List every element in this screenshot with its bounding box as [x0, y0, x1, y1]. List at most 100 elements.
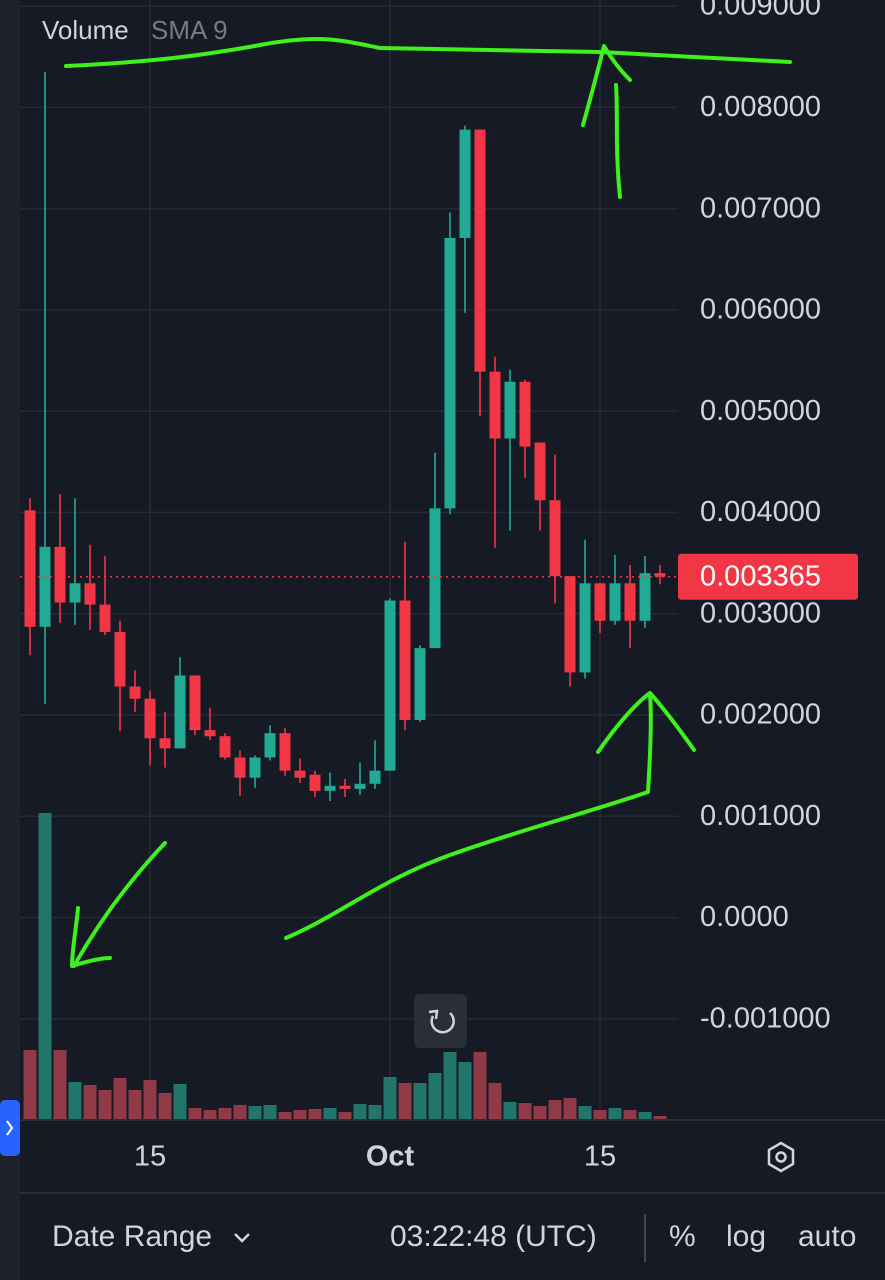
candle-body	[369, 770, 381, 784]
volume-bar	[443, 1052, 457, 1120]
volume-bar	[593, 1110, 607, 1120]
candle-body	[204, 730, 216, 737]
volume-bar	[398, 1083, 412, 1120]
volume-bar	[23, 1050, 37, 1120]
candle-body	[444, 237, 456, 509]
candle-body	[279, 733, 291, 771]
dropdown-chevron[interactable]	[234, 1233, 250, 1243]
candle-body	[624, 583, 636, 621]
candle-body	[639, 573, 651, 621]
candle-body	[504, 381, 516, 439]
volume-bar	[428, 1073, 442, 1120]
volume-bar	[278, 1112, 292, 1120]
volume-bar	[383, 1077, 397, 1120]
volume-bar	[308, 1109, 322, 1120]
auto-toggle[interactable]: auto	[798, 1220, 856, 1253]
volume-bar	[83, 1085, 97, 1120]
candle-body	[399, 600, 411, 720]
current-price-label: 0.003365	[700, 560, 821, 592]
annotation-line	[64, 37, 792, 68]
candle-body	[24, 510, 36, 627]
candle-body	[294, 770, 306, 778]
candle-body	[594, 583, 606, 621]
indicator-setting: SMA 9	[151, 15, 228, 45]
y-tick-label: 0.0000	[700, 901, 789, 933]
side-tab[interactable]	[0, 1100, 20, 1156]
volume-bar	[128, 1090, 142, 1120]
clock: 03:22:48 (UTC)	[390, 1220, 597, 1253]
side-tab-icon	[6, 1120, 14, 1136]
volume-bar	[623, 1110, 637, 1120]
volume-bar	[173, 1084, 187, 1120]
volume-bar	[473, 1052, 487, 1120]
reset-button-bg[interactable]	[414, 994, 467, 1048]
candle-body	[519, 381, 531, 447]
volume-bar	[353, 1104, 367, 1120]
candle-body	[474, 129, 486, 372]
volume-bar	[203, 1110, 217, 1120]
settings-icon-center	[775, 1151, 787, 1163]
x-tick-label: 15	[584, 1141, 616, 1173]
volume-bar	[248, 1106, 262, 1120]
date-range-button[interactable]: Date Range	[52, 1220, 212, 1253]
volume-bar	[368, 1105, 382, 1120]
y-tick-label: 0.002000	[700, 699, 821, 731]
candle-body	[159, 738, 171, 749]
candle-body	[189, 675, 201, 731]
log-toggle[interactable]: log	[726, 1220, 766, 1253]
volume-bar	[488, 1083, 502, 1120]
left-strip	[0, 0, 20, 1280]
volume-bar	[458, 1062, 472, 1120]
volume-bar	[218, 1108, 232, 1120]
percent-toggle[interactable]: %	[669, 1220, 696, 1253]
volume-bar	[158, 1093, 172, 1120]
candle-body	[534, 442, 546, 501]
volume-bar	[323, 1108, 337, 1120]
volume-bar	[533, 1106, 547, 1120]
y-tick-label: 0.004000	[700, 496, 821, 528]
volume-bar	[143, 1080, 157, 1120]
candle-body	[99, 604, 111, 632]
grid	[20, 0, 678, 1120]
candle-body	[84, 583, 96, 605]
candle-body	[39, 546, 51, 627]
annotations	[64, 37, 792, 968]
volume-bar	[413, 1083, 427, 1120]
reset-button[interactable]	[414, 994, 467, 1048]
volume-bar	[548, 1100, 562, 1120]
candle-body	[309, 774, 321, 791]
volume-bar	[293, 1110, 307, 1120]
candle-body	[114, 631, 126, 687]
volume-bar	[578, 1106, 592, 1120]
candle-body	[129, 686, 141, 699]
volume-bar	[563, 1098, 577, 1120]
candle-body	[384, 600, 396, 771]
candle-body	[234, 757, 246, 778]
volume-bar	[233, 1105, 247, 1120]
candle-body	[549, 500, 561, 577]
y-tick-label: 0.007000	[700, 192, 821, 224]
candle-body	[339, 785, 351, 789]
y-tick-label: 0.006000	[700, 294, 821, 326]
candle-body	[654, 573, 666, 577]
volume-bar	[53, 1050, 67, 1120]
volume-bar	[188, 1108, 202, 1120]
volume-bar	[113, 1078, 127, 1120]
candle-body	[264, 733, 276, 758]
y-tick-label: 0.005000	[700, 395, 821, 427]
volume-bar	[98, 1090, 112, 1120]
candle-body	[459, 129, 471, 238]
candle-body	[414, 648, 426, 720]
volume-bar	[263, 1105, 277, 1120]
indicator-name: Volume	[42, 15, 129, 45]
annotation-arrow	[284, 691, 696, 940]
x-tick-label: Oct	[366, 1141, 415, 1173]
volume-bar	[38, 813, 52, 1120]
volume-bar	[653, 1116, 667, 1120]
settings-icon[interactable]	[767, 1141, 795, 1173]
candle-body	[249, 757, 261, 778]
candles	[20, 71, 678, 802]
